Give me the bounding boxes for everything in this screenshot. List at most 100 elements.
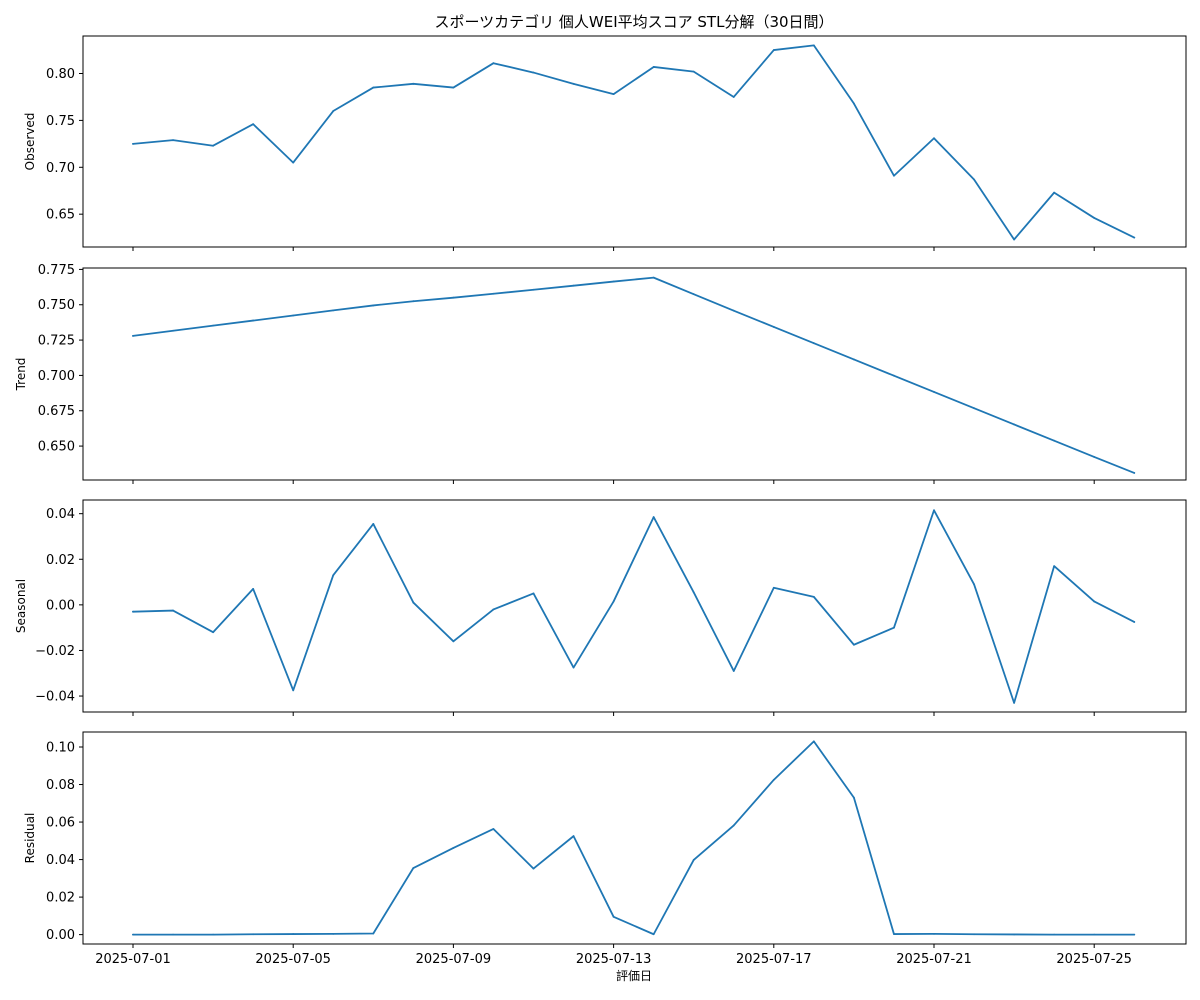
data-point-seasonal [973,583,975,586]
y-tick-label-trend: 0.750 [38,298,75,313]
data-point-observed [973,178,975,181]
y-tick-label-seasonal: 0.02 [46,553,75,568]
data-point-residual [933,932,935,935]
data-point-trend [212,324,215,327]
x-tick-label: 2025-07-01 [95,952,171,967]
y-axis-label-residual: Residual [23,813,37,864]
data-point-seasonal [492,608,495,611]
data-point-trend [772,326,775,328]
data-point-trend [1093,456,1096,458]
data-point-trend [692,293,695,296]
data-point-residual [292,933,295,935]
data-point-observed [853,102,855,105]
y-axis-label-seasonal: Seasonal [14,579,28,633]
data-point-residual [372,932,375,935]
data-point-observed [172,139,174,141]
y-tick-label-residual: 0.08 [46,778,75,793]
data-point-observed [933,137,935,140]
data-point-seasonal [412,601,415,604]
data-point-observed [452,86,455,89]
data-point-residual [692,859,695,861]
data-point-seasonal [1013,701,1015,704]
data-point-seasonal [532,592,535,595]
data-point-trend [412,300,415,303]
series-line-seasonal [132,509,1136,704]
data-point-residual [412,867,415,869]
data-point-trend [893,374,895,377]
data-point-seasonal [572,666,575,669]
panel-observed: 0.65 0.70 0.75 0.80 Observed [23,35,1187,251]
data-point-observed [1053,191,1056,194]
data-point-trend [732,309,735,312]
data-point-seasonal [612,600,615,603]
data-point-trend [652,276,655,279]
data-point-observed [812,44,815,47]
data-point-residual [572,835,575,838]
data-point-residual [532,867,535,870]
data-point-residual [612,915,615,918]
y-tick-label-seasonal: 0.00 [46,598,75,613]
data-point-trend [572,284,575,287]
data-point-trend [292,314,295,317]
data-point-trend [973,407,975,410]
data-point-residual [252,933,255,936]
data-point-observed [692,70,695,73]
y-tick-label-residual: 0.04 [46,853,75,868]
data-point-trend [1133,472,1136,474]
series-line-residual [132,740,1136,936]
data-point-seasonal [452,640,455,643]
data-point-seasonal [132,610,134,613]
x-tick-label: 2025-07-05 [255,952,331,967]
y-tick-label-residual: 0.10 [46,741,75,756]
data-point-residual [732,824,735,827]
data-point-seasonal [172,609,174,612]
data-point-observed [412,82,415,85]
data-point-residual [652,933,655,936]
y-tick-label-residual: 0.02 [46,891,75,906]
data-point-observed [1013,238,1015,241]
y-tick-label-observed: 0.70 [46,161,75,176]
x-tick-label: 2025-07-25 [1056,952,1132,967]
chart-title: スポーツカテゴリ 個人WEI平均スコア STL分解（30日間） [434,13,833,31]
data-point-seasonal [212,631,215,634]
data-point-residual [212,933,215,936]
y-axis-label-observed: Observed [23,113,37,171]
data-point-trend [812,342,815,345]
data-point-seasonal [772,586,775,589]
data-point-residual [973,933,975,936]
data-point-residual [853,796,855,799]
y-tick-label-seasonal: −0.02 [35,644,75,659]
data-point-trend [172,329,174,332]
data-point-trend [1013,423,1015,426]
panel-trend: 0.650 0.675 0.700 0.725 0.750 0.775 Trend [14,263,1187,484]
data-point-observed [492,62,495,65]
data-point-observed [212,144,215,147]
data-point-residual [1053,933,1056,936]
data-point-residual [332,932,335,935]
axes-frame-residual [82,731,1187,945]
data-point-trend [933,391,935,393]
data-point-observed [132,142,134,145]
data-point-observed [893,174,895,177]
y-tick-label-trend: 0.700 [38,369,75,384]
y-tick-label-seasonal: 0.04 [46,507,75,522]
axes-frame-observed [82,35,1187,248]
y-axis-label-trend: Trend [14,358,28,392]
data-point-observed [372,86,375,89]
y-tick-label-trend: 0.675 [38,404,75,419]
data-point-trend [492,292,495,295]
series-line-observed [132,44,1136,241]
data-point-observed [1133,236,1136,239]
data-point-observed [652,66,655,68]
data-point-trend [132,334,134,337]
data-point-trend [853,358,855,361]
data-point-residual [492,828,495,830]
axes-frame-seasonal [82,499,1187,713]
data-point-observed [252,123,255,126]
y-tick-label-trend: 0.650 [38,440,75,455]
data-point-residual [132,933,134,936]
data-point-residual [172,933,174,936]
data-point-residual [812,740,815,743]
y-tick-label-observed: 0.65 [46,208,75,223]
